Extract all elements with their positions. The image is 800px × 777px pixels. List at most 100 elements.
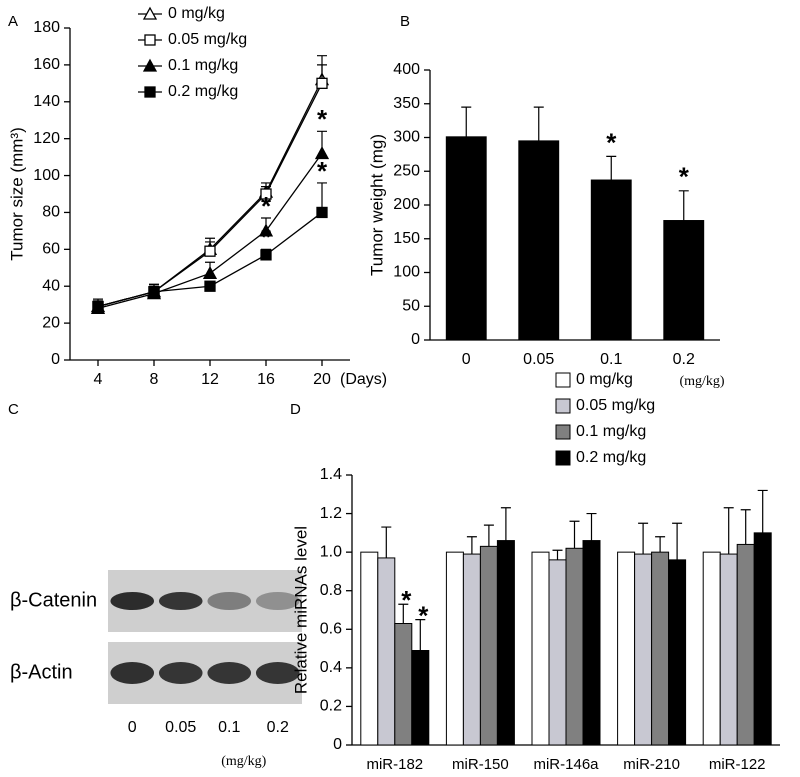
- x-tick-label: miR-146a: [533, 756, 599, 773]
- marker: [204, 245, 216, 257]
- marker: [258, 223, 274, 237]
- error-bar: [398, 603, 409, 624]
- bar: [445, 551, 464, 746]
- error-bar: [740, 509, 751, 545]
- error-bar: [483, 524, 494, 547]
- bar: [445, 136, 487, 341]
- legend-swatch: [555, 450, 571, 466]
- bar: [651, 551, 670, 746]
- error-bar: [500, 507, 511, 541]
- x-axis-label: (mg/kg): [221, 754, 266, 769]
- x-axis-label: (mg/kg): [679, 374, 724, 389]
- legend-label: 0.05 mg/kg: [168, 31, 247, 48]
- y-tick-label: 0.2: [320, 698, 342, 715]
- significance: *: [317, 156, 328, 186]
- bar: [360, 551, 379, 746]
- marker: [260, 188, 272, 200]
- bar: [582, 540, 601, 746]
- error-bar: [723, 507, 734, 555]
- error-bar: [466, 536, 477, 555]
- marker: [92, 300, 104, 313]
- marker: [316, 77, 328, 89]
- y-axis-label: Tumor size (mm³): [7, 127, 26, 260]
- panel-letter: A: [8, 13, 18, 30]
- marker: [260, 249, 272, 261]
- y-tick-label: 40: [42, 277, 60, 294]
- error-bar: [552, 549, 563, 560]
- y-tick-label: 0.8: [320, 582, 342, 599]
- bar: [702, 551, 721, 746]
- x-tick-label: 12: [201, 371, 219, 388]
- y-tick-label: 400: [393, 61, 420, 78]
- error-bar: [533, 106, 544, 141]
- significance: *: [261, 222, 272, 252]
- y-axis-label: Relative miRNAs level: [291, 526, 310, 694]
- y-tick-label: 300: [393, 129, 420, 146]
- panel-letter: D: [290, 401, 301, 418]
- significance: *: [418, 601, 429, 631]
- legend-marker: [144, 86, 156, 98]
- error-bar: [586, 512, 597, 541]
- legend-label: 0.2 mg/kg: [576, 449, 646, 466]
- blot-band: [158, 592, 203, 610]
- error-bar: [638, 522, 649, 555]
- bar: [394, 623, 413, 746]
- bar: [590, 179, 632, 341]
- y-tick-label: 100: [33, 167, 60, 184]
- y-tick-label: 50: [402, 297, 420, 314]
- bar: [719, 553, 738, 746]
- x-tick-label: 8: [150, 371, 159, 388]
- x-tick-label: miR-122: [709, 756, 766, 773]
- significance: *: [261, 191, 272, 221]
- series-line: [97, 211, 323, 308]
- bar: [663, 220, 705, 341]
- legend-label: 0 mg/kg: [168, 5, 225, 22]
- x-tick-label: miR-182: [366, 756, 423, 773]
- bar: [565, 547, 584, 746]
- x-tick-label: miR-210: [623, 756, 680, 773]
- y-axis-label: Tumor weight (mg): [367, 134, 386, 276]
- x-tick-label: miR-150: [452, 756, 509, 773]
- legend-label: 0.2 mg/kg: [168, 83, 238, 100]
- y-tick-label: 20: [42, 314, 60, 331]
- marker: [202, 265, 218, 279]
- x-tick-label: 4: [94, 371, 103, 388]
- legend-marker: [142, 58, 158, 72]
- panel-letter: C: [8, 401, 19, 418]
- legend-swatch: [555, 424, 571, 440]
- significance: *: [317, 104, 328, 134]
- x-tick-label: 16: [257, 371, 275, 388]
- y-tick-label: 140: [33, 93, 60, 110]
- y-tick-label: 0: [411, 331, 420, 348]
- y-tick-label: 0.4: [320, 659, 342, 676]
- bar: [668, 559, 687, 746]
- error-bar: [678, 190, 689, 221]
- x-tick-label: 0: [462, 351, 471, 368]
- marker: [316, 206, 328, 219]
- x-tick-label: 0: [128, 719, 137, 736]
- legend-marker: [144, 34, 156, 46]
- bar: [518, 140, 560, 341]
- error-bar: [569, 520, 580, 549]
- error-bar: [415, 619, 426, 651]
- y-tick-label: 160: [33, 56, 60, 73]
- row-label: β-Actin: [10, 661, 73, 683]
- y-tick-label: 0.6: [320, 621, 342, 638]
- x-tick-label: 20: [313, 371, 331, 388]
- y-tick-label: 1.2: [320, 505, 342, 522]
- y-tick-label: 80: [42, 204, 60, 221]
- error-bar: [757, 489, 768, 533]
- x-tick-label: 0.1: [600, 351, 622, 368]
- y-tick-label: 250: [393, 162, 420, 179]
- x-axis-label: (Days): [340, 371, 387, 388]
- y-tick-label: 1.4: [320, 466, 342, 483]
- bar: [496, 540, 515, 746]
- blot-band: [255, 662, 300, 684]
- blot-band: [158, 662, 203, 684]
- x-tick-label: 0.2: [267, 719, 289, 736]
- bar: [634, 553, 653, 746]
- y-tick-label: 0: [51, 351, 60, 368]
- y-tick-label: 150: [393, 230, 420, 247]
- legend-label: 0.1 mg/kg: [576, 423, 646, 440]
